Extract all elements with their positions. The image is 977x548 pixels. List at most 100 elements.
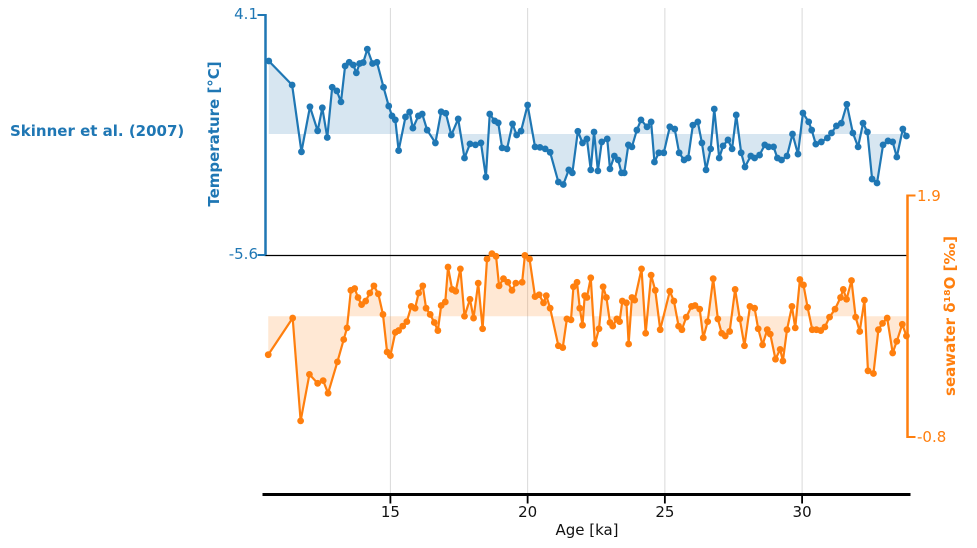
temperature-marker xyxy=(503,145,511,153)
temperature-marker xyxy=(482,173,490,181)
seawater-d18o-marker xyxy=(306,370,313,378)
seawater-d18o-marker xyxy=(573,278,581,286)
seawater-d18o-marker xyxy=(419,282,427,290)
seawater-d18o-marker xyxy=(776,345,784,353)
seawater-d18o-marker xyxy=(741,342,748,350)
temperature-marker xyxy=(337,98,345,106)
temperature-marker xyxy=(513,131,521,139)
seawater-d18o-marker xyxy=(559,344,567,351)
seawater-d18o-marker xyxy=(861,296,868,304)
temperature-marker xyxy=(675,149,683,157)
seawater-d18o-marker xyxy=(466,295,474,303)
temperature-marker xyxy=(702,166,710,174)
temperature-marker xyxy=(828,129,835,137)
temperature-marker xyxy=(710,105,718,113)
seawater-d18o-marker xyxy=(434,327,442,334)
temperature-marker xyxy=(794,150,802,158)
seawater-d18o-marker xyxy=(297,417,305,425)
temperature-marker xyxy=(363,45,371,53)
temperature-marker xyxy=(406,108,414,116)
seawater-d18o-marker xyxy=(879,320,886,327)
temperature-marker xyxy=(671,125,679,133)
temperature-marker xyxy=(864,128,871,136)
temperature-marker xyxy=(509,120,516,128)
seawater-d18o-marker xyxy=(642,329,650,337)
seawater-d18o-marker xyxy=(754,325,762,333)
temperature-marker xyxy=(737,149,745,157)
seawater-d18o-marker xyxy=(587,274,595,282)
seawater-d18o-marker xyxy=(422,304,430,312)
temperature-marker xyxy=(765,143,773,151)
seawater-d18o-marker xyxy=(875,326,882,334)
seawater-d18o-marker xyxy=(334,358,341,366)
seawater-d18o-marker xyxy=(731,286,739,293)
temperature-marker xyxy=(402,113,409,121)
temperature-marker xyxy=(486,110,494,118)
temperature-marker xyxy=(314,127,322,135)
seawater-d18o-marker xyxy=(791,324,799,332)
seawater-d18o-marker xyxy=(576,304,584,312)
seawater-d18o-marker xyxy=(883,314,891,322)
x-tick-label: 20 xyxy=(518,503,538,521)
seawater-d18o-marker xyxy=(893,337,901,345)
temperature-marker xyxy=(265,57,273,65)
temperature-marker xyxy=(359,59,367,66)
temperature-marker xyxy=(559,181,567,188)
seawater-d18o-marker xyxy=(583,294,591,301)
x-tick-label: 30 xyxy=(792,503,812,521)
temperature-marker xyxy=(466,140,474,148)
temperature-marker xyxy=(531,143,539,151)
temperature-marker xyxy=(454,115,462,123)
temperature-marker xyxy=(859,119,867,127)
seawater-d18o-marker xyxy=(470,314,477,322)
seawater-d18o-marker xyxy=(395,327,403,334)
temperature-marker xyxy=(323,134,331,141)
seawater-d18o-marker xyxy=(403,318,411,326)
seawater-d18o-marker xyxy=(699,334,707,342)
seawater-d18o-marker xyxy=(426,311,434,318)
temperature-marker xyxy=(684,154,692,162)
temperature-marker xyxy=(741,163,749,171)
seawater-d18o-marker xyxy=(852,313,860,321)
seawater-d18o-marker xyxy=(441,298,449,306)
temperature-marker xyxy=(689,121,697,129)
seawater-d18o-marker xyxy=(526,255,533,263)
x-tick-label: 15 xyxy=(380,503,400,521)
temperature-marker xyxy=(724,136,732,144)
temperature-marker xyxy=(789,130,796,138)
temperature-marker xyxy=(583,135,591,143)
temperature-marker xyxy=(719,142,727,150)
temperature-marker xyxy=(889,138,897,146)
temperature-marker xyxy=(373,58,381,66)
seawater-d18o-marker xyxy=(751,304,759,312)
temperature-marker xyxy=(306,103,314,111)
temperature-marker xyxy=(517,127,525,135)
seawater-d18o-marker xyxy=(430,319,438,326)
temperature-marker xyxy=(651,158,658,166)
temperature-marker xyxy=(868,175,876,183)
seawater-d18o-marker xyxy=(647,271,655,279)
left-axis-title: Temperature [°C] xyxy=(204,61,223,207)
temperature-marker xyxy=(873,179,881,187)
seawater-d18o-marker xyxy=(670,297,678,305)
seawater-d18o-marker xyxy=(595,325,603,333)
temperature-marker xyxy=(879,141,887,149)
temperature-marker xyxy=(783,152,791,160)
temperature-marker xyxy=(442,109,450,117)
seawater-d18o-line xyxy=(267,252,908,422)
seawater-d18o-marker xyxy=(521,252,529,259)
seawater-d18o-marker xyxy=(492,252,500,260)
seawater-d18o-marker xyxy=(831,305,839,313)
x-tick-label: 25 xyxy=(655,503,675,521)
seawater-d18o-marker xyxy=(444,263,452,271)
seawater-d18o-marker xyxy=(452,287,460,295)
temperature-marker xyxy=(854,143,862,151)
temperature-marker xyxy=(594,167,602,175)
seawater-d18o-marker xyxy=(411,304,419,312)
annotation-source-label: Skinner et al. (2007) xyxy=(10,122,185,140)
seawater-d18o-marker xyxy=(567,316,575,324)
temperature-marker xyxy=(590,128,598,136)
seawater-d18o-marker xyxy=(319,377,327,385)
temperature-marker xyxy=(409,124,417,132)
temperature-marker xyxy=(837,119,845,127)
